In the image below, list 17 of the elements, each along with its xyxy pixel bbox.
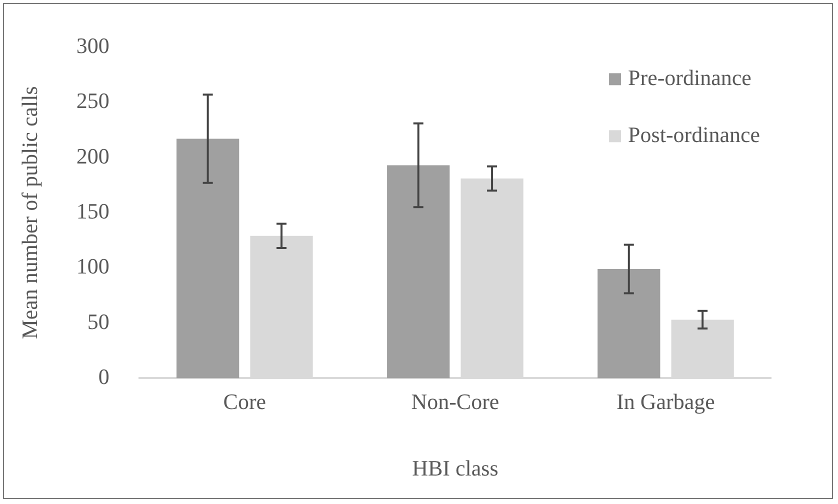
x-tick-label: In Garbage	[616, 389, 715, 414]
x-tick-label: Core	[223, 389, 266, 414]
y-tick-label: 100	[76, 254, 110, 279]
legend-label: Post-ordinance	[628, 122, 760, 147]
x-axis-title: HBI class	[412, 456, 498, 481]
y-tick-label: 50	[87, 308, 110, 334]
bar	[176, 138, 240, 378]
legend-label: Pre-ordinance	[628, 64, 752, 90]
y-tick-label: 200	[76, 143, 110, 168]
y-tick-label: 300	[76, 32, 110, 58]
bar	[598, 268, 660, 378]
bar	[387, 165, 450, 378]
y-tick-label: 150	[76, 198, 110, 224]
x-tick-label: Non-Core	[411, 389, 500, 414]
y-axis-title: Mean number of public calls	[16, 86, 42, 340]
y-tick-label: 0	[98, 364, 110, 389]
y-tick-label: 250	[76, 88, 110, 114]
